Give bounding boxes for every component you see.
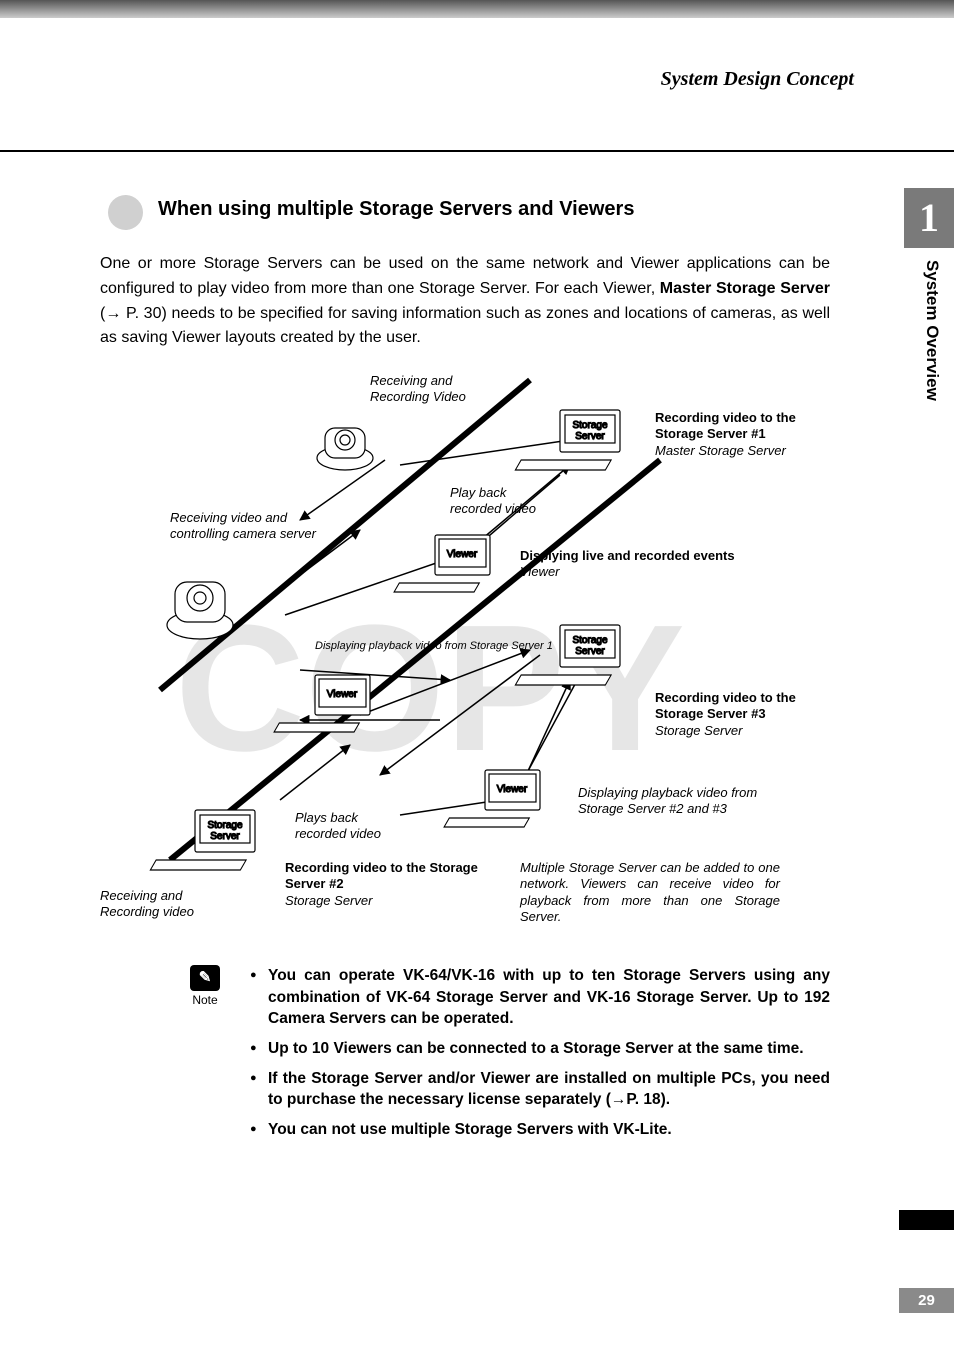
chapter-number-tab: 1 [904,188,954,248]
lbl-disp-pb-ss1: Displaying playback video from Storage S… [315,640,553,654]
section-heading: When using multiple Storage Servers and … [158,198,634,221]
lbl-disp-live: Displying live and recorded events Viewe… [520,548,735,581]
note-item: If the Storage Server and/or Viewer are … [250,1068,830,1111]
intro-paragraph: One or more Storage Servers can be used … [100,252,830,351]
note-item: You can not use multiple Storage Servers… [250,1119,830,1141]
intro-text-bold: Master Storage Server [660,280,830,297]
horizontal-rule [0,150,954,152]
section-bullet-icon [108,195,143,230]
note-block: ✎ Note You can operate VK-64/VK-16 with … [190,965,830,1149]
lbl-disp-pb-23: Displaying playback video from Storage S… [578,785,798,818]
note-item: Up to 10 Viewers can be connected to a S… [250,1038,830,1060]
lbl-rec-ss3: Recording video to the Storage Server #3… [655,690,840,739]
svg-text:Viewer: Viewer [327,689,358,700]
intro-text-b: (→ P. 30) needs to be specified for savi… [100,305,830,347]
svg-text:Viewer: Viewer [497,784,528,795]
lbl-play-back-1: Play backrecorded video [450,485,536,518]
note-icon-wrap: ✎ Note [190,965,220,1007]
svg-text:Server: Server [210,831,240,842]
lbl-rec-ss2: Recording video to the Storage Server #2… [285,860,485,909]
note-item: You can operate VK-64/VK-16 with up to t… [250,965,830,1030]
lbl-recv-rec-bottom: Receiving and Recording video [100,888,200,921]
lbl-recv-ctrl: Receiving video andcontrolling camera se… [170,510,316,543]
top-gradient-bar [0,0,954,18]
svg-text:Server: Server [575,431,605,442]
svg-text:Storage: Storage [572,635,607,646]
lbl-multi-note: Multiple Storage Server can be added to … [520,860,780,925]
note-icon: ✎ [190,965,220,991]
system-diagram: COPY [100,370,840,955]
note-list: You can operate VK-64/VK-16 with up to t… [250,965,830,1141]
page-number: 29 [899,1288,954,1313]
svg-text:Storage: Storage [207,820,242,831]
page-header-title: System Design Concept [661,68,854,91]
lbl-plays-back: Plays backrecorded video [295,810,381,843]
side-black-tab [899,1210,954,1230]
note-label: Note [190,993,220,1007]
svg-text:Viewer: Viewer [447,549,478,560]
svg-text:Server: Server [575,646,605,657]
chapter-title-vertical: System Overview [922,260,942,401]
svg-text:Storage: Storage [572,420,607,431]
lbl-recv-rec-video: Receiving andRecording Video [370,373,466,406]
lbl-rec-ss1: Recording video to the Storage Server #1… [655,410,840,459]
